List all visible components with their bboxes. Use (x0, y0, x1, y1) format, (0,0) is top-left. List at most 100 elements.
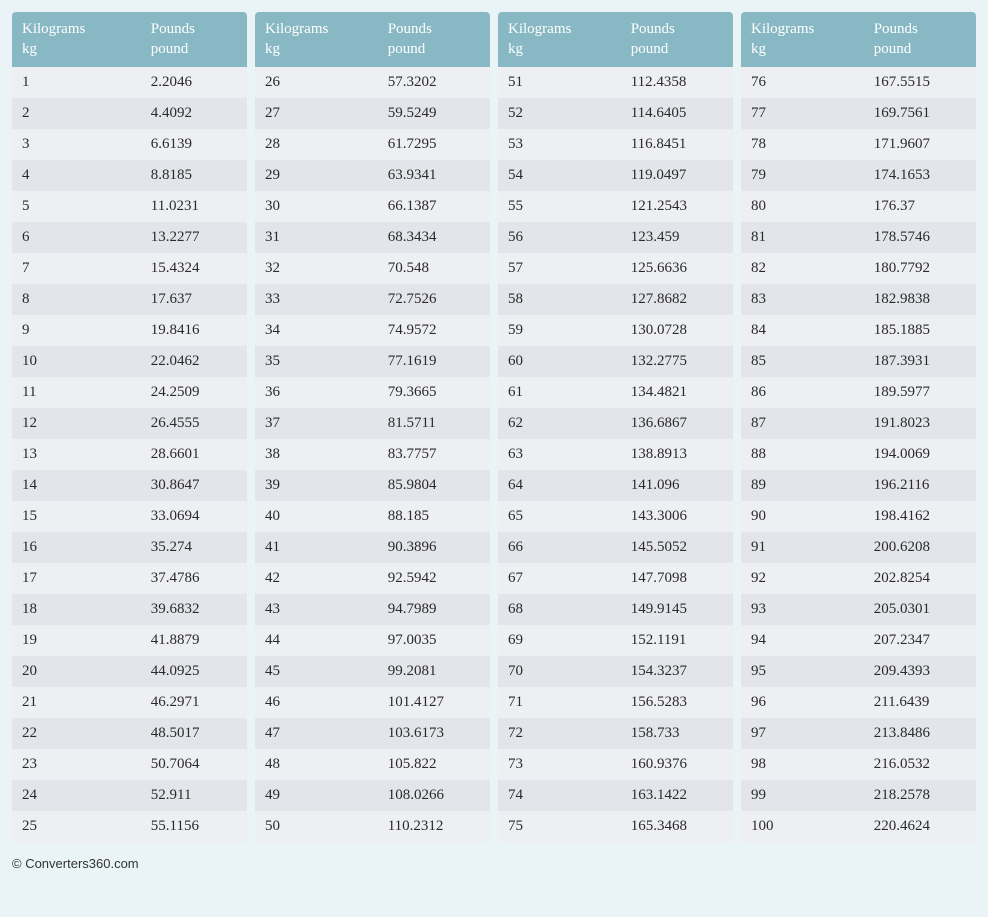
cell-lb: 97.0035 (378, 625, 490, 656)
cell-lb: 28.6601 (141, 439, 247, 470)
cell-kg: 49 (255, 780, 378, 811)
cell-kg: 79 (741, 160, 864, 191)
cell-lb: 147.7098 (621, 563, 733, 594)
table-row: 69152.1191 (498, 625, 733, 656)
cell-lb: 50.7064 (141, 749, 247, 780)
cell-lb: 145.5052 (621, 532, 733, 563)
cell-lb: 165.3468 (621, 811, 733, 842)
cell-kg: 46 (255, 687, 378, 718)
table-row: 87191.8023 (741, 408, 976, 439)
table-row: 57125.6636 (498, 253, 733, 284)
table-row: 65143.3006 (498, 501, 733, 532)
table-row: 81178.5746 (741, 222, 976, 253)
cell-lb: 112.4358 (621, 67, 733, 98)
cell-lb: 101.4127 (378, 687, 490, 718)
cell-lb: 8.8185 (141, 160, 247, 191)
table-row: 4394.7989 (255, 594, 490, 625)
cell-lb: 149.9145 (621, 594, 733, 625)
cell-kg: 59 (498, 315, 621, 346)
cell-kg: 35 (255, 346, 378, 377)
table-row: 3883.7757 (255, 439, 490, 470)
cell-lb: 114.6405 (621, 98, 733, 129)
table-row: 75165.3468 (498, 811, 733, 842)
table-row: 54119.0497 (498, 160, 733, 191)
cell-kg: 71 (498, 687, 621, 718)
cell-lb: 70.548 (378, 253, 490, 284)
table-row: 24.4092 (12, 98, 247, 129)
cell-lb: 35.274 (141, 532, 247, 563)
table-row: 3781.5711 (255, 408, 490, 439)
table-row: 76167.5515 (741, 67, 976, 98)
table-row: 47103.6173 (255, 718, 490, 749)
cell-kg: 29 (255, 160, 378, 191)
cell-kg: 72 (498, 718, 621, 749)
cell-lb: 185.1885 (864, 315, 976, 346)
table-row: 50110.2312 (255, 811, 490, 842)
cell-lb: 220.4624 (864, 811, 976, 842)
header-kg-line1: Kilograms (22, 20, 131, 40)
cell-lb: 68.3434 (378, 222, 490, 253)
cell-kg: 5 (12, 191, 141, 222)
table-row: 2452.911 (12, 780, 247, 811)
cell-kg: 24 (12, 780, 141, 811)
header-kg-line2: kg (265, 40, 368, 60)
table-row: 59130.0728 (498, 315, 733, 346)
cell-kg: 85 (741, 346, 864, 377)
table-row: 53116.8451 (498, 129, 733, 160)
cell-kg: 52 (498, 98, 621, 129)
cell-lb: 99.2081 (378, 656, 490, 687)
cell-kg: 16 (12, 532, 141, 563)
table-row: 4088.185 (255, 501, 490, 532)
cell-lb: 90.3896 (378, 532, 490, 563)
cell-kg: 21 (12, 687, 141, 718)
table-row: 2248.5017 (12, 718, 247, 749)
cell-kg: 23 (12, 749, 141, 780)
cell-lb: 152.1191 (621, 625, 733, 656)
table-row: 72158.733 (498, 718, 733, 749)
cell-lb: 77.1619 (378, 346, 490, 377)
table-row: 77169.7561 (741, 98, 976, 129)
cell-lb: 55.1156 (141, 811, 247, 842)
cell-lb: 17.637 (141, 284, 247, 315)
table-row: 48.8185 (12, 160, 247, 191)
cell-kg: 91 (741, 532, 864, 563)
cell-lb: 83.7757 (378, 439, 490, 470)
table-row: 4292.5942 (255, 563, 490, 594)
cell-lb: 121.2543 (621, 191, 733, 222)
table-row: 1635.274 (12, 532, 247, 563)
cell-lb: 19.8416 (141, 315, 247, 346)
cell-kg: 30 (255, 191, 378, 222)
table-row: 1328.6601 (12, 439, 247, 470)
cell-kg: 90 (741, 501, 864, 532)
header-kg-line1: Kilograms (265, 20, 368, 40)
table-row: 1226.4555 (12, 408, 247, 439)
table-row: 99218.2578 (741, 780, 976, 811)
cell-kg: 66 (498, 532, 621, 563)
table-row: 613.2277 (12, 222, 247, 253)
cell-lb: 74.9572 (378, 315, 490, 346)
cell-kg: 69 (498, 625, 621, 656)
cell-lb: 48.5017 (141, 718, 247, 749)
table-row: 71156.5283 (498, 687, 733, 718)
header-lb-line1: Pounds (631, 20, 723, 40)
cell-lb: 127.8682 (621, 284, 733, 315)
cell-kg: 97 (741, 718, 864, 749)
table-row: 3985.9804 (255, 470, 490, 501)
cell-lb: 6.6139 (141, 129, 247, 160)
table-row: 61134.4821 (498, 377, 733, 408)
cell-kg: 39 (255, 470, 378, 501)
conversion-table: KilogramskgPoundspound51112.435852114.64… (498, 12, 733, 842)
table-row: 1430.8647 (12, 470, 247, 501)
table-row: 98216.0532 (741, 749, 976, 780)
cell-lb: 44.0925 (141, 656, 247, 687)
header-lb-line2: pound (151, 40, 237, 60)
table-row: 2555.1156 (12, 811, 247, 842)
table-row: 91200.6208 (741, 532, 976, 563)
cell-lb: 198.4162 (864, 501, 976, 532)
cell-kg: 2 (12, 98, 141, 129)
cell-kg: 80 (741, 191, 864, 222)
table-row: 95209.4393 (741, 656, 976, 687)
cell-lb: 123.459 (621, 222, 733, 253)
cell-kg: 67 (498, 563, 621, 594)
cell-lb: 88.185 (378, 501, 490, 532)
